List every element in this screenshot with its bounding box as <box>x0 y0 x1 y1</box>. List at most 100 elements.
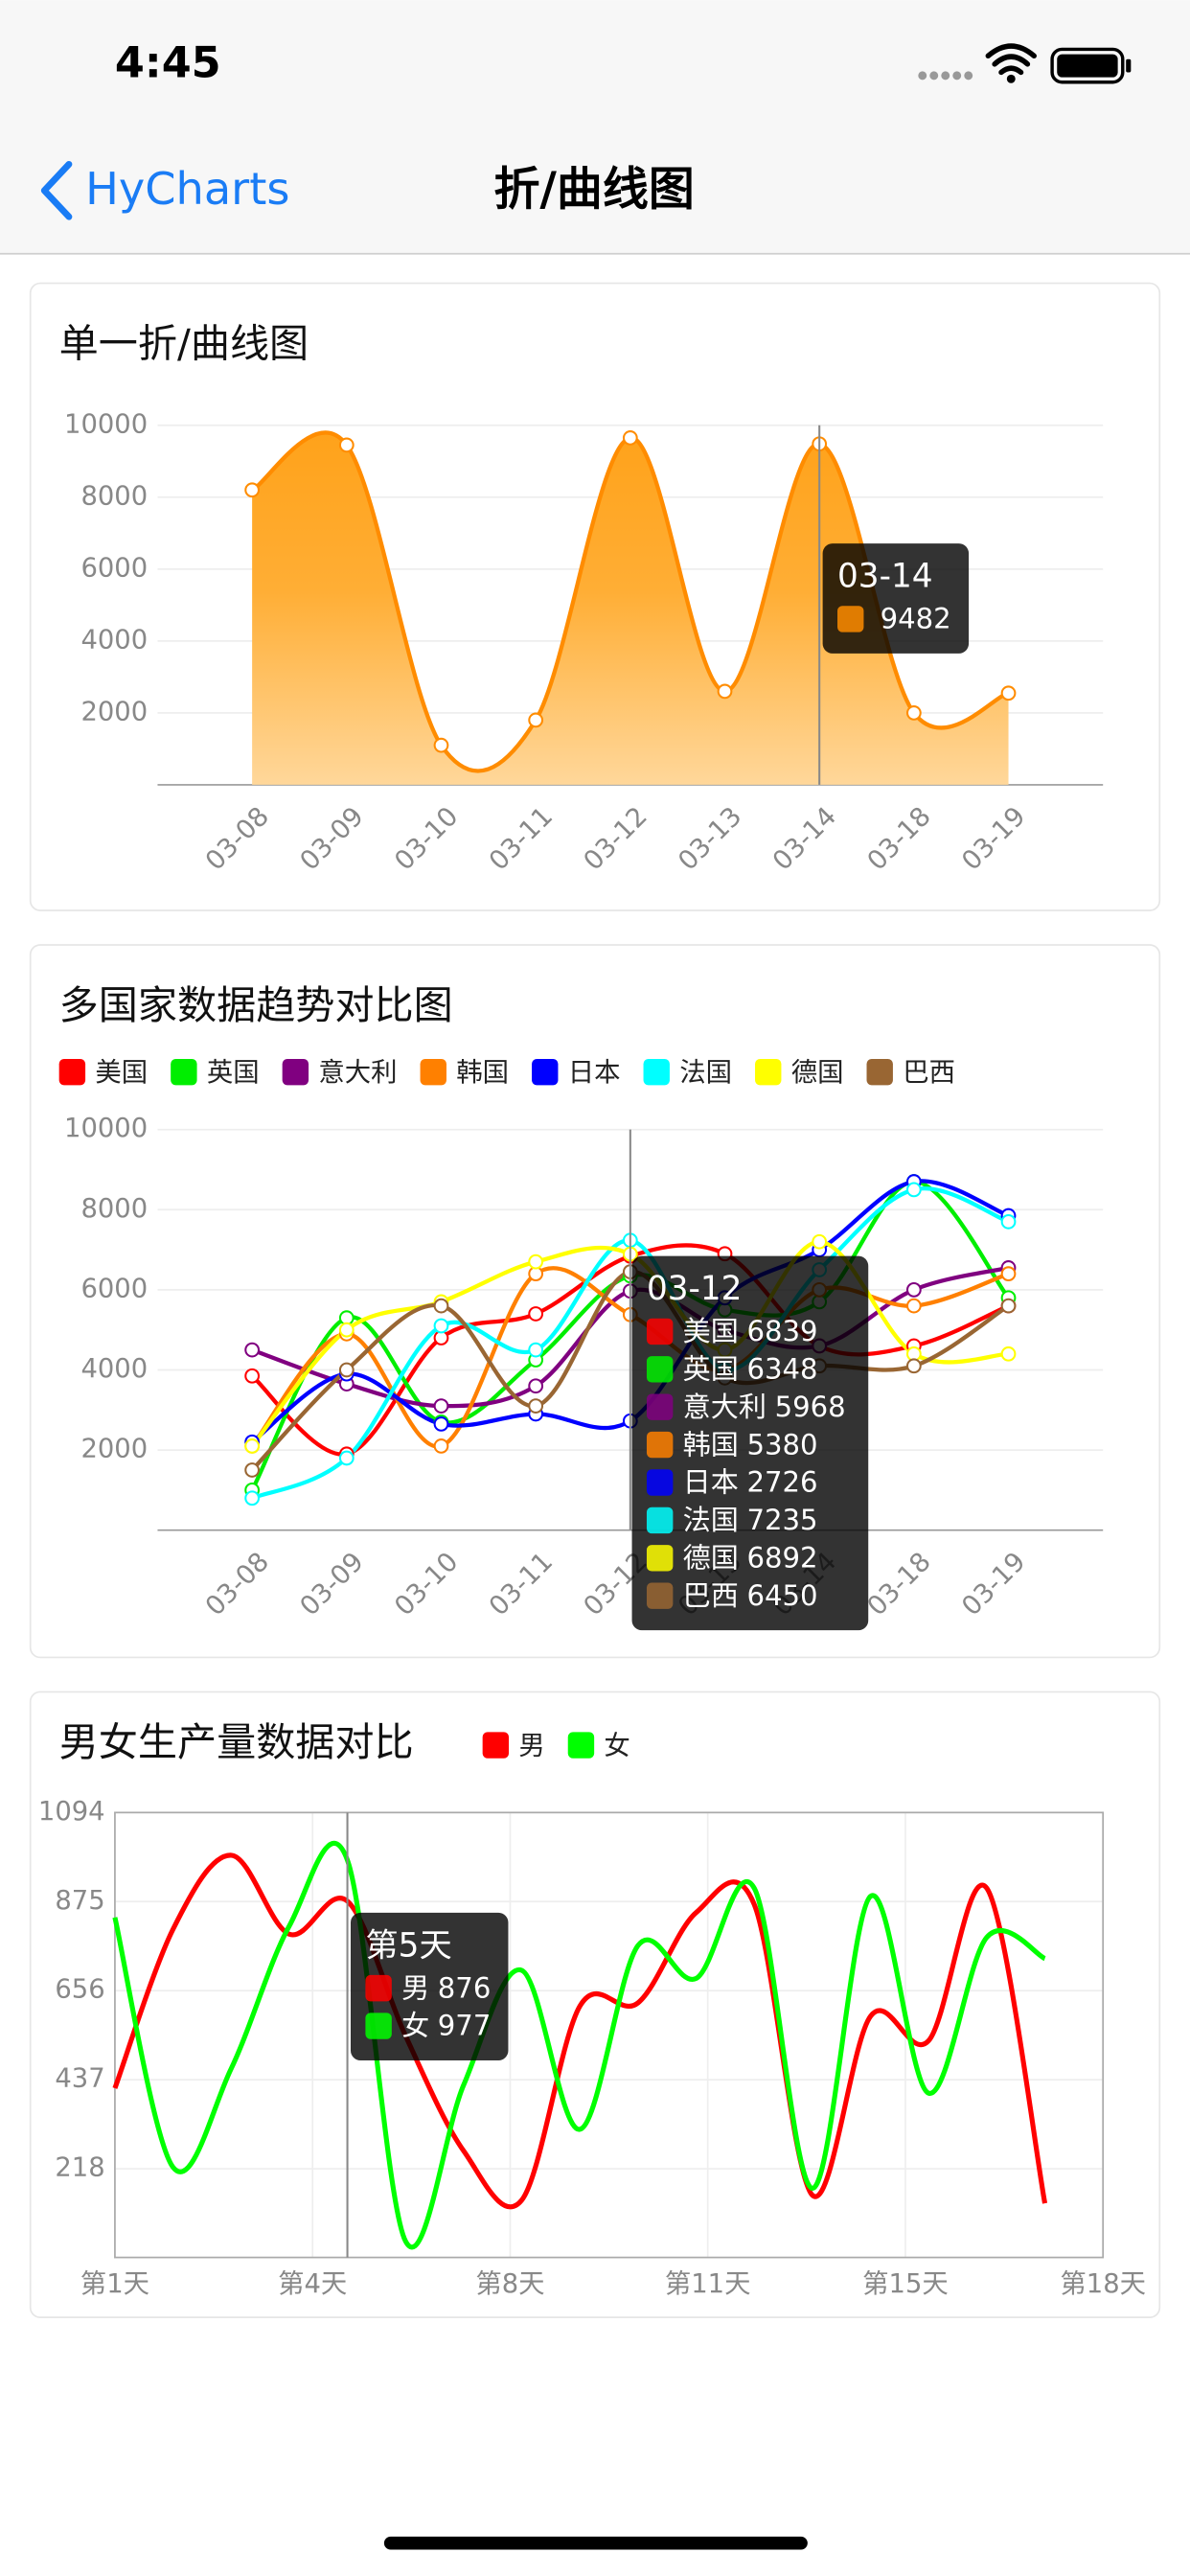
tooltip-title: 第5天 <box>365 1926 451 1965</box>
legend-swatch <box>567 1732 595 1759</box>
tooltip-label: 韩国 <box>683 1428 739 1460</box>
legend-label: 韩国 <box>456 1058 509 1088</box>
y-tick-label: 437 <box>55 2064 104 2094</box>
tooltip-label: 男 <box>401 1971 429 2004</box>
back-arrow[interactable] <box>40 160 73 220</box>
tooltip-label: 德国 <box>683 1542 739 1575</box>
y-tick-label: 656 <box>55 1975 104 2005</box>
y-tick-label: 10000 <box>64 1114 148 1143</box>
point <box>905 1182 922 1198</box>
point <box>244 482 261 498</box>
point <box>528 1378 544 1394</box>
point <box>528 1342 544 1358</box>
point <box>1000 1266 1017 1282</box>
status-time: 4:45 <box>115 38 221 88</box>
tooltip-value: 2726 <box>746 1466 817 1499</box>
point <box>1000 685 1017 702</box>
y-tick-label: 875 <box>55 1886 104 1916</box>
tooltip-swatch <box>646 1431 674 1459</box>
tooltip-swatch <box>646 1506 674 1534</box>
point <box>528 1254 544 1270</box>
y-tick-label: 4000 <box>80 625 148 655</box>
legend-swatch <box>420 1059 446 1086</box>
tooltip-label: 女 <box>401 2010 429 2042</box>
point <box>338 1322 355 1338</box>
point <box>622 430 638 446</box>
x-tick-label: 第15天 <box>862 2269 949 2299</box>
legend-label: 德国 <box>791 1058 844 1088</box>
tooltip-label: 日本 <box>683 1466 739 1499</box>
y-tick-label: 8000 <box>80 1194 148 1224</box>
tooltip-label: 英国 <box>683 1353 739 1386</box>
tooltip-label: 美国 <box>683 1315 739 1347</box>
legend-label: 日本 <box>568 1058 621 1088</box>
legend-label: 英国 <box>207 1058 260 1088</box>
y-tick-label: 1094 <box>38 1797 105 1827</box>
tooltip-swatch <box>837 606 864 632</box>
legend-swatch <box>643 1059 670 1086</box>
tooltip-title: 03-12 <box>647 1270 743 1308</box>
legend-swatch <box>866 1059 893 1086</box>
tooltip-label: 意大利 <box>683 1391 767 1423</box>
header-bg <box>0 0 1190 255</box>
tooltip-label: 巴西 <box>683 1579 739 1612</box>
point <box>338 437 355 453</box>
tooltip-swatch <box>646 1582 674 1609</box>
point <box>433 1438 449 1454</box>
point <box>528 1306 544 1322</box>
legend-swatch <box>282 1059 309 1086</box>
point <box>717 683 733 700</box>
chart-title: 单一折/曲线图 <box>59 321 309 367</box>
x-tick-label: 第18天 <box>1060 2269 1146 2299</box>
home-indicator <box>383 2536 808 2550</box>
point <box>1000 1213 1017 1230</box>
point <box>528 1398 544 1414</box>
point <box>433 1298 449 1314</box>
tooltip <box>631 1255 869 1631</box>
point <box>905 1298 922 1314</box>
chart-title: 多国家数据趋势对比图 <box>59 982 453 1028</box>
tooltip-swatch <box>365 1974 392 2002</box>
x-tick-label: 第4天 <box>278 2269 347 2299</box>
legend-label: 美国 <box>95 1058 148 1088</box>
point <box>244 1438 261 1454</box>
legend-label: 男 <box>518 1731 544 1760</box>
point <box>905 705 922 721</box>
y-tick-label: 2000 <box>80 1435 148 1464</box>
x-tick-label: 第8天 <box>475 2269 544 2299</box>
point <box>433 1318 449 1334</box>
tooltip-value: 6348 <box>746 1353 817 1386</box>
point <box>338 1362 355 1378</box>
point <box>244 1462 261 1478</box>
x-tick-label: 第11天 <box>665 2269 751 2299</box>
point <box>244 1342 261 1358</box>
point <box>1000 1346 1017 1362</box>
tooltip-value: 6892 <box>746 1542 817 1575</box>
point <box>1000 1298 1017 1314</box>
tooltip-swatch <box>646 1469 674 1496</box>
back-button[interactable]: HyCharts <box>85 163 289 215</box>
chart-title: 男女生产量数据对比 <box>59 1719 414 1765</box>
tooltip-value: 977 <box>438 2010 492 2042</box>
point <box>905 1282 922 1298</box>
legend-swatch <box>532 1059 559 1086</box>
point <box>338 1450 355 1466</box>
tooltip-value: 5968 <box>775 1391 846 1423</box>
point <box>905 1358 922 1374</box>
point <box>433 1398 449 1414</box>
legend-label: 意大利 <box>318 1058 397 1088</box>
point <box>244 1368 261 1384</box>
tooltip-value: 5380 <box>746 1428 817 1460</box>
y-tick-label: 10000 <box>64 409 148 439</box>
y-tick-label: 218 <box>55 2153 104 2183</box>
point <box>528 712 544 728</box>
legend-label: 法国 <box>679 1058 732 1088</box>
y-tick-label: 8000 <box>80 481 148 511</box>
status-icons <box>918 43 1132 84</box>
tooltip-value: 6839 <box>746 1315 817 1347</box>
tooltip-swatch <box>365 2012 392 2039</box>
tooltip-title: 03-14 <box>837 558 933 596</box>
tooltip-value: 9482 <box>881 603 951 635</box>
point <box>433 1416 449 1432</box>
